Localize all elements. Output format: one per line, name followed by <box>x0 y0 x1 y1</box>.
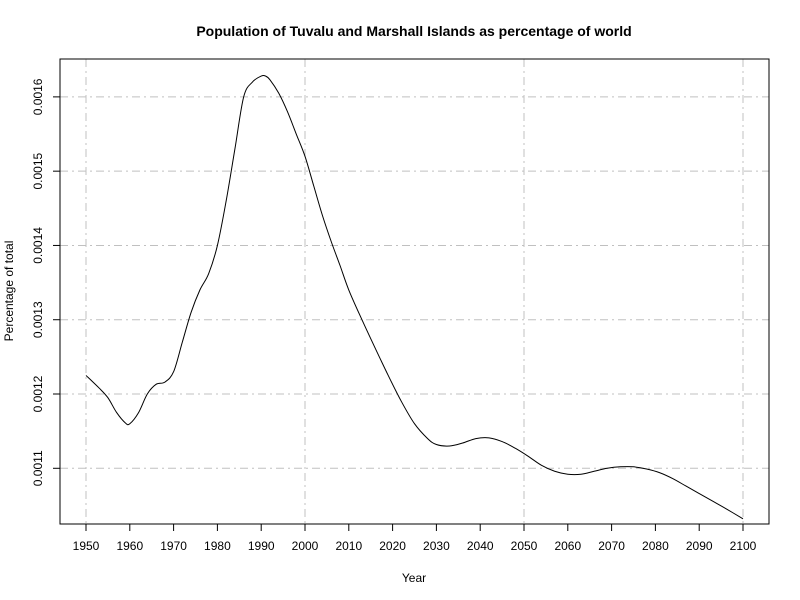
x-tick-label: 1990 <box>248 539 275 553</box>
y-tick-label: 0.0013 <box>31 301 45 338</box>
x-tick-label: 2090 <box>686 539 713 553</box>
x-tick-label: 2060 <box>554 539 581 553</box>
x-axis: 1950 1960 1970 1980 1990 2000 2010 2020 2030 2040… <box>73 524 757 553</box>
x-tick-label: 2100 <box>730 539 757 553</box>
x-tick-label: 2020 <box>379 539 406 553</box>
x-axis-label: Year <box>402 571 426 585</box>
x-tick-label: 1980 <box>204 539 231 553</box>
x-tick-label: 2040 <box>467 539 494 553</box>
y-tick-label: 0.0014 <box>31 227 45 264</box>
y-axis: 0.0011 0.0012 0.0013 0.0014 0.0015 0.0016 <box>31 78 60 486</box>
y-tick-label: 0.0016 <box>31 78 45 115</box>
series-line-population-share <box>85 74 744 520</box>
x-tick-label: 2030 <box>423 539 450 553</box>
x-tick-label: 2000 <box>292 539 319 553</box>
x-tick-label: 2080 <box>642 539 669 553</box>
x-tick-label: 1960 <box>116 539 143 553</box>
x-tick-label: 2070 <box>598 539 625 553</box>
x-tick-label: 2050 <box>511 539 538 553</box>
y-tick-label: 0.0015 <box>31 152 45 189</box>
chart-title: Population of Tuvalu and Marshall Island… <box>196 23 631 39</box>
y-axis-label: Percentage of total <box>2 241 16 342</box>
y-tick-label: 0.0012 <box>31 375 45 412</box>
plot-frame <box>59 58 770 525</box>
x-tick-label: 1950 <box>73 539 100 553</box>
x-tick-label: 2010 <box>335 539 362 553</box>
x-tick-label: 1970 <box>160 539 187 553</box>
y-tick-label: 0.0011 <box>31 450 45 486</box>
grid-lines <box>60 59 769 524</box>
